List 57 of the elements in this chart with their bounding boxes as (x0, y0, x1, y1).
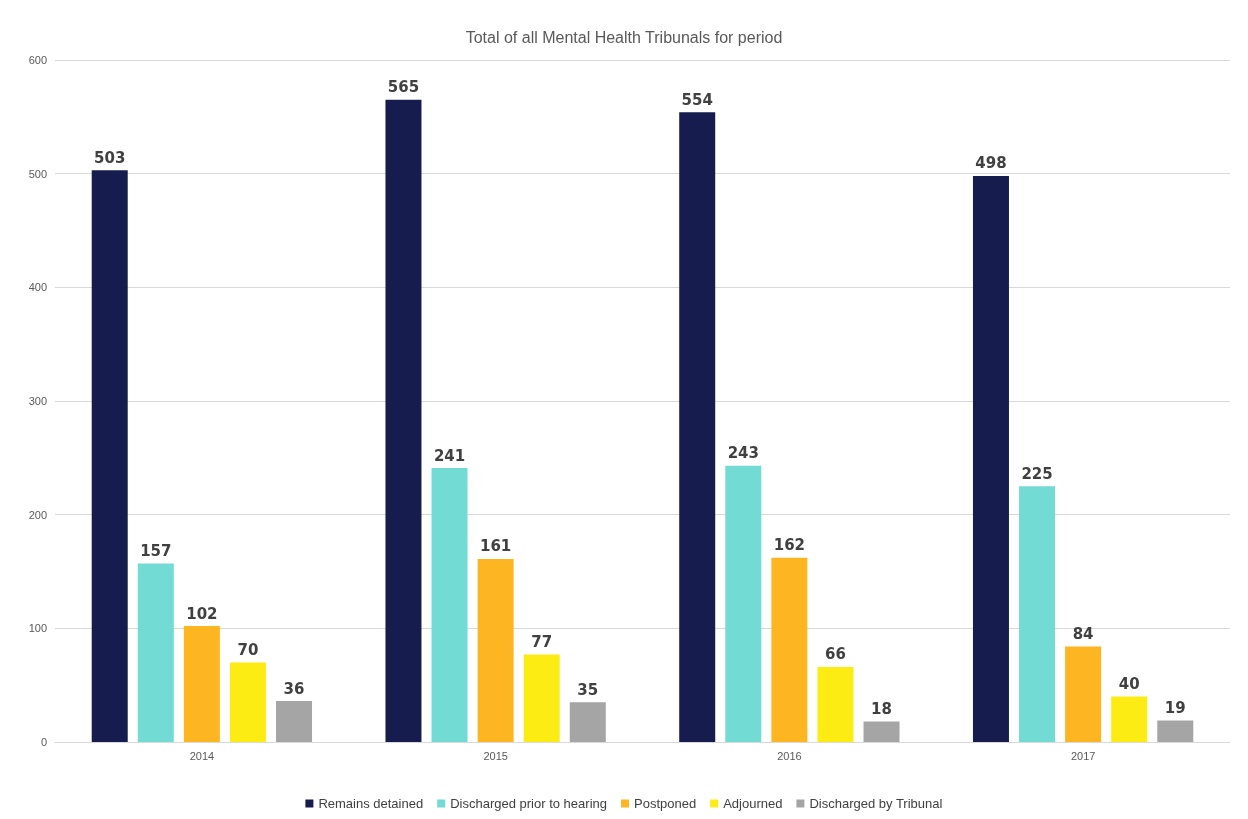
bar (1019, 486, 1056, 742)
data-label: 66 (825, 645, 846, 664)
bar (431, 468, 468, 742)
data-label: 498 (975, 154, 1007, 173)
data-label: 162 (773, 536, 806, 555)
bar (91, 170, 128, 742)
bar (679, 112, 716, 742)
bar (771, 557, 808, 742)
bar (863, 721, 900, 742)
y-tick-label: 300 (28, 395, 47, 407)
data-label: 36 (283, 679, 305, 698)
x-tick-label: 2014 (189, 749, 215, 762)
bar (1157, 720, 1194, 742)
y-tick-label: 100 (28, 622, 47, 635)
bar (183, 626, 220, 742)
legend-label: Discharged by Tribunal (809, 796, 943, 811)
x-tick-label: 2017 (1070, 749, 1096, 762)
data-label: 84 (1072, 625, 1094, 644)
x-tick-label: 2016 (777, 749, 802, 762)
data-label: 102 (186, 604, 218, 623)
x-tick-label: 2015 (483, 749, 508, 762)
legend-label: Discharged prior to hearing (450, 796, 607, 811)
data-label: 503 (94, 148, 126, 167)
bar (817, 666, 854, 742)
bar (972, 175, 1009, 742)
legend-label: Adjourned (723, 796, 783, 811)
bar (725, 465, 762, 742)
data-label: 157 (140, 542, 172, 561)
y-tick-label: 0 (40, 736, 47, 748)
data-label: 40 (1118, 675, 1140, 694)
data-label: 554 (681, 90, 713, 109)
bar (229, 662, 266, 742)
legend-label: Remains detained (318, 796, 424, 811)
bar (276, 701, 313, 742)
bar (137, 563, 174, 742)
data-label: 161 (479, 537, 512, 556)
data-label: 70 (237, 640, 259, 659)
bar (1065, 646, 1102, 742)
chart-title: Total of all Mental Health Tribunals for period (465, 28, 783, 46)
data-label: 225 (1021, 464, 1053, 483)
bar (1111, 696, 1148, 742)
data-label: 35 (577, 680, 599, 699)
data-label: 243 (727, 444, 759, 463)
data-label: 77 (531, 632, 553, 651)
y-tick-label: 400 (28, 281, 47, 294)
data-label: 565 (387, 78, 420, 97)
data-label: 241 (433, 446, 466, 465)
y-tick-label: 200 (28, 508, 47, 521)
bar (477, 559, 514, 742)
bar (385, 99, 422, 742)
data-label: 19 (1164, 698, 1186, 717)
data-label: 18 (871, 700, 892, 719)
y-tick-label: 600 (28, 54, 47, 66)
bar (523, 654, 560, 742)
y-tick-label: 500 (28, 167, 47, 180)
bar (569, 702, 606, 742)
legend-label: Postponed (633, 796, 697, 811)
